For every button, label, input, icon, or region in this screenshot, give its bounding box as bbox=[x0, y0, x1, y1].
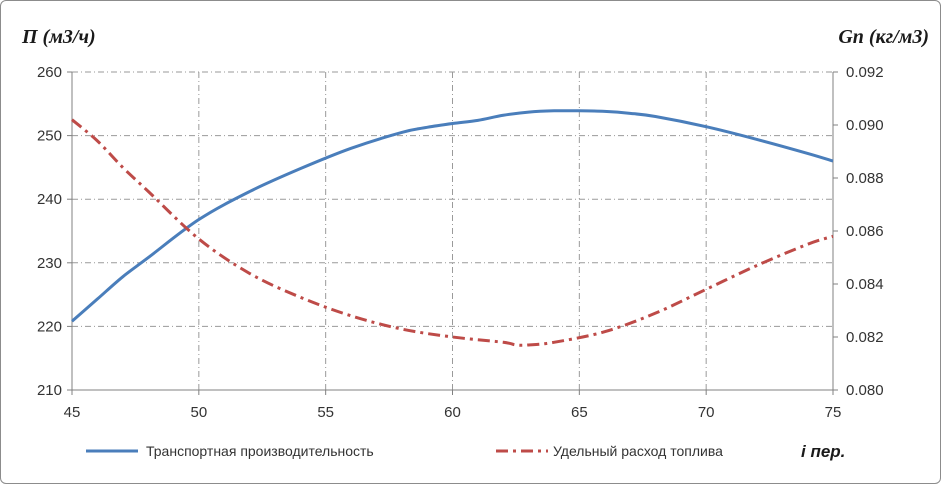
y-left-tick-label: 240 bbox=[37, 191, 62, 208]
x-tick-label: 65 bbox=[571, 404, 588, 421]
grid-layer bbox=[72, 71, 833, 390]
series-layer bbox=[71, 109, 834, 347]
y-axis-right-title: Gп (кг/м3) bbox=[838, 26, 929, 48]
x-tick-label: 50 bbox=[190, 404, 207, 421]
y-left-tick-label: 260 bbox=[37, 64, 62, 81]
y-right-tick-label: 0.086 bbox=[846, 223, 884, 240]
series-line-fuel bbox=[71, 118, 834, 347]
y-right-tick-label: 0.090 bbox=[846, 117, 884, 134]
y-left-tick-label: 210 bbox=[37, 382, 62, 399]
labels-layer: П (м3/ч) Gп (кг/м3) i пер. bbox=[21, 26, 929, 461]
y-right-tick-label: 0.080 bbox=[846, 382, 884, 399]
series-line-throughput bbox=[71, 109, 834, 323]
legend-label-fuel: Удельный расход топлива bbox=[553, 443, 723, 459]
y-right-tick-label: 0.084 bbox=[846, 276, 884, 293]
legend-label-throughput: Транспортная производительность bbox=[146, 443, 374, 459]
axes-layer: 210 220 230 240 250 260 0.080 0.082 0.084 0.086 0.… bbox=[37, 64, 884, 421]
x-tick-label: 55 bbox=[317, 404, 334, 421]
legend: Транспортная производительность Удельный… bbox=[86, 443, 723, 459]
y-left-tick-label: 230 bbox=[37, 255, 62, 272]
y-left-tick-label: 220 bbox=[37, 318, 62, 335]
x-tick-label: 45 bbox=[64, 404, 81, 421]
x-tick-label: 70 bbox=[698, 404, 715, 421]
x-tick-label: 60 bbox=[444, 404, 461, 421]
y-axis-left-title: П (м3/ч) bbox=[21, 26, 96, 48]
y-right-tick-label: 0.082 bbox=[846, 329, 884, 346]
y-left-tick-label: 250 bbox=[37, 128, 62, 145]
y-right-tick-label: 0.092 bbox=[846, 64, 884, 81]
x-axis-title: i пер. bbox=[801, 442, 845, 461]
y-right-tick-label: 0.088 bbox=[846, 170, 884, 187]
x-tick-label: 75 bbox=[825, 404, 842, 421]
